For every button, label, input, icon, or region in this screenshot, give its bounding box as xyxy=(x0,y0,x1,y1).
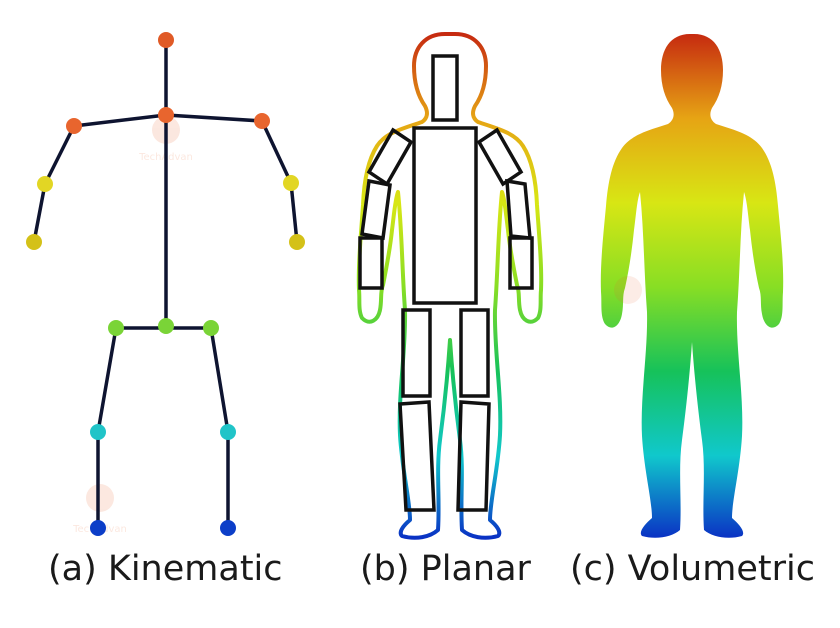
volumetric-body xyxy=(600,34,784,538)
bone-left-thigh xyxy=(96,326,118,434)
bone-right-thigh xyxy=(209,326,230,434)
planar-left-shin xyxy=(398,400,436,512)
planar-right-forearm-upper xyxy=(505,178,532,240)
bone-right-shoulder xyxy=(164,113,264,123)
planar-right-upper-arm xyxy=(476,127,524,187)
joint-left-hip xyxy=(108,320,124,336)
bone-left-shoulder xyxy=(72,113,168,128)
planar-head xyxy=(431,54,459,122)
caption-kinematic: (a) Kinematic xyxy=(48,549,283,589)
joint-left-elbow xyxy=(37,176,53,192)
planar-right-shin xyxy=(456,400,491,512)
joint-right-shoulder xyxy=(254,113,270,129)
joint-right-elbow xyxy=(283,175,299,191)
joint-left-wrist xyxy=(26,234,42,250)
planar-left-hand xyxy=(358,236,384,290)
joint-right-knee xyxy=(220,424,236,440)
planar-left-thigh xyxy=(401,308,432,398)
planar-model xyxy=(356,32,544,540)
planar-right-hand xyxy=(508,236,534,290)
joint-left-knee xyxy=(90,424,106,440)
planar-right-thigh xyxy=(459,308,490,398)
joint-left-ankle xyxy=(90,520,106,536)
joint-right-wrist xyxy=(289,234,305,250)
joint-left-shoulder xyxy=(66,118,82,134)
planar-body-outline xyxy=(356,32,544,540)
joint-pelvis xyxy=(158,318,174,334)
bone-left-forearm xyxy=(32,182,47,244)
kinematic-model: TechAdvan TechAdvan xyxy=(26,32,305,536)
bone-left-upper-arm xyxy=(43,124,76,186)
bone-right-upper-arm xyxy=(260,119,293,185)
planar-left-forearm-upper xyxy=(360,178,392,241)
joint-right-ankle xyxy=(220,520,236,536)
joint-right-hip xyxy=(203,320,219,336)
joint-neck xyxy=(158,107,174,123)
caption-planar: (b) Planar xyxy=(360,549,531,589)
bone-right-forearm xyxy=(289,181,299,244)
joint-head xyxy=(158,32,174,48)
watermark-c xyxy=(614,276,642,304)
planar-left-upper-arm xyxy=(366,127,414,187)
planar-torso xyxy=(412,126,478,305)
volumetric-model xyxy=(600,34,784,538)
caption-volumetric: (c) Volumetric xyxy=(570,549,815,589)
